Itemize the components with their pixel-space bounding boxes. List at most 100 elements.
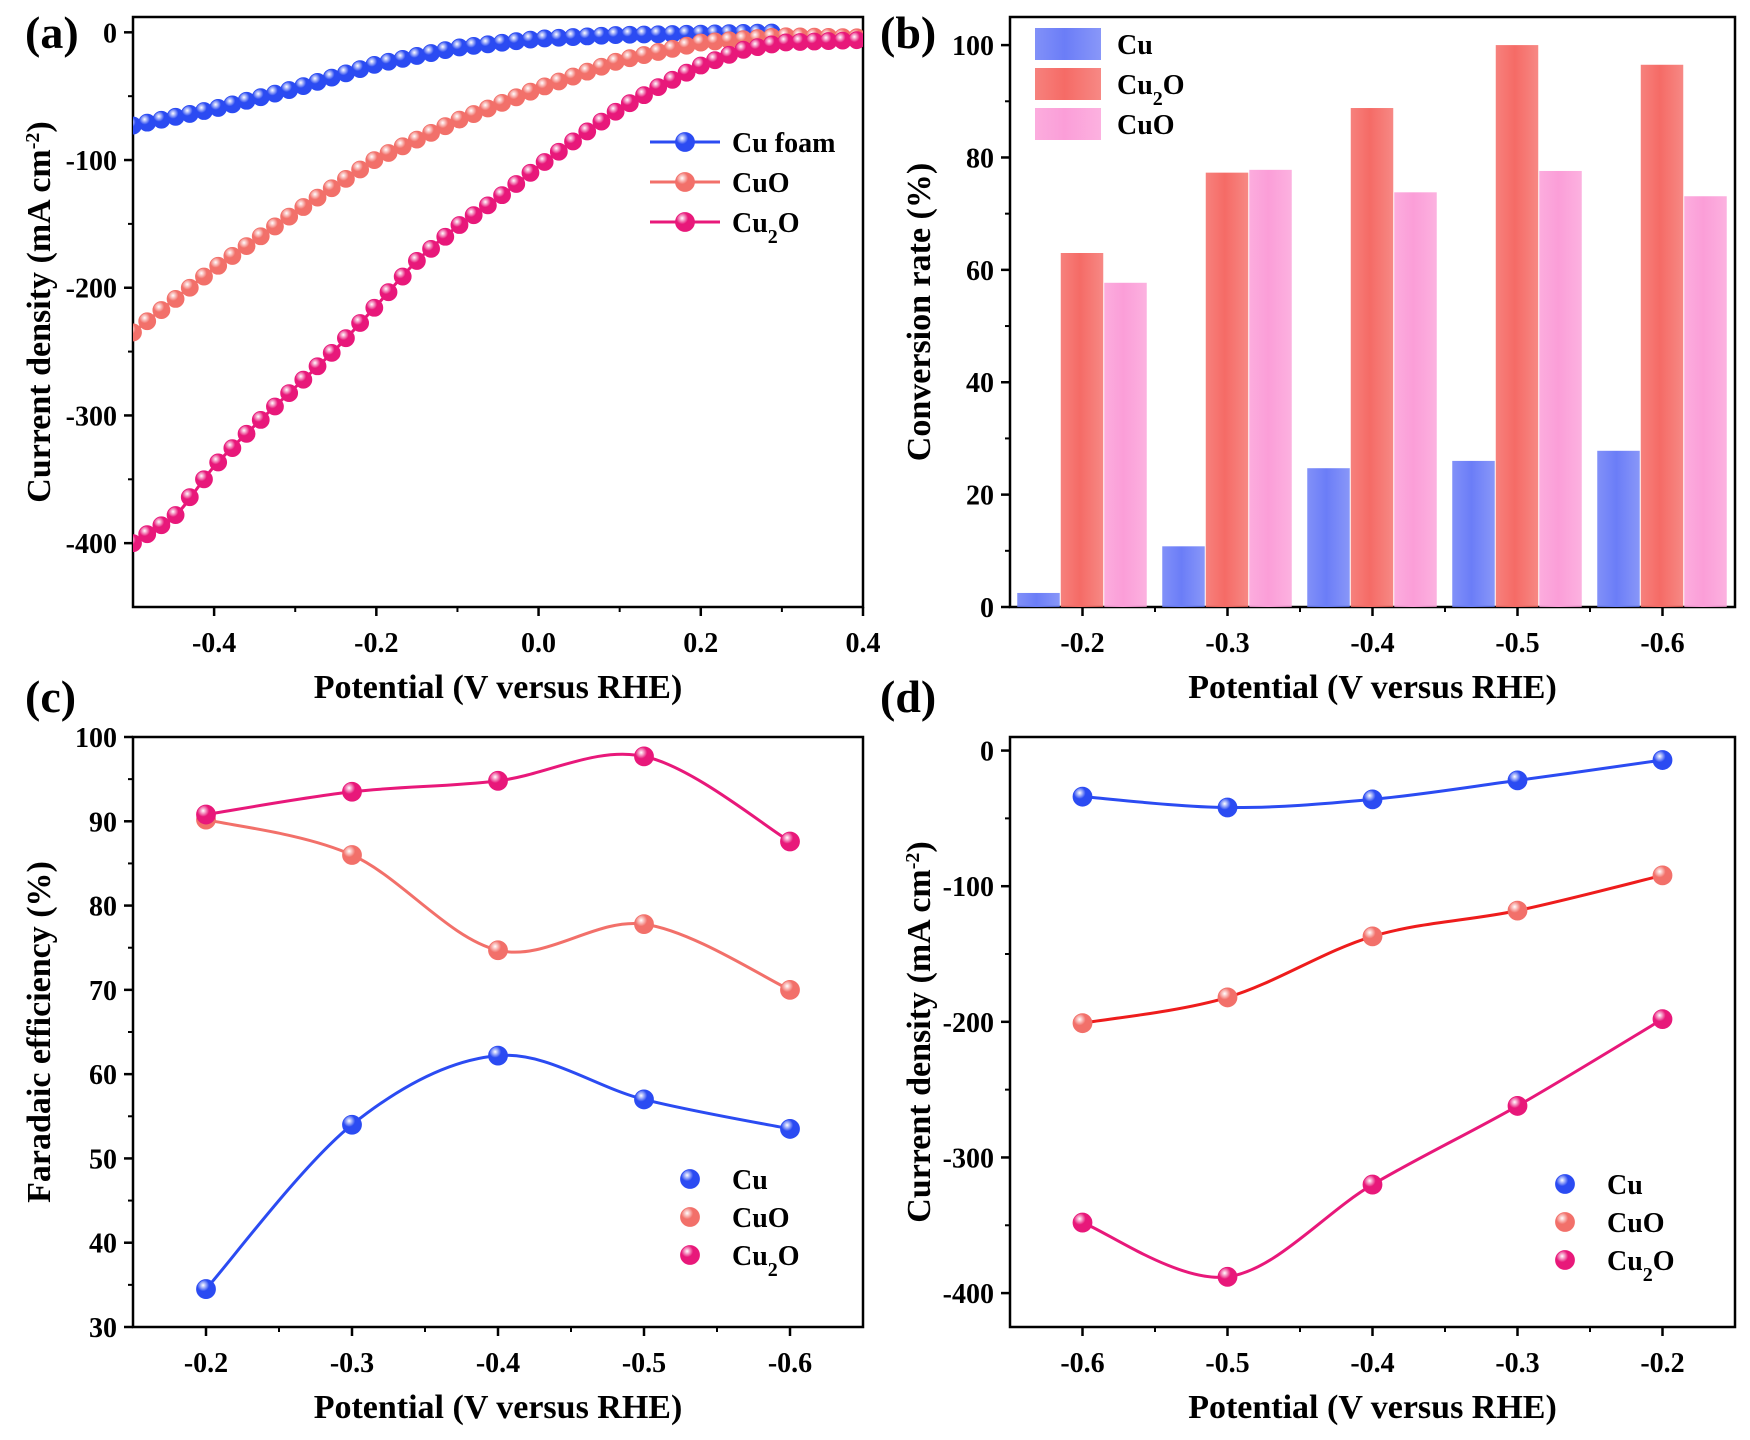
point-cuo-0-2 [1652, 865, 1673, 886]
y-tick-label: 20 [966, 481, 994, 512]
point-cu2o [280, 384, 299, 402]
fit-line-cuo [1082, 873, 1663, 1025]
point-cuo [180, 278, 199, 297]
point-cu-0-5 [634, 1089, 654, 1110]
point-cu-0-3 [1507, 770, 1528, 791]
legend-label-cuo: CuO [1607, 1208, 1665, 1239]
legend-label-cu2o-end: O [1653, 1246, 1675, 1277]
point-cu2o [450, 216, 469, 234]
point-cu2o [677, 63, 696, 82]
bar-cu-0-2 [1017, 592, 1060, 607]
bar-cu-0-6 [1597, 450, 1640, 607]
bar-cu2o-0-3 [1205, 172, 1249, 607]
legend-marker-cu2o [675, 212, 695, 232]
point-cu2o-0-5 [1217, 1266, 1238, 1287]
legend-label-cuo-main: CuO [1117, 110, 1175, 141]
panel-label: (b) [880, 7, 936, 58]
series-line-cu2o [133, 38, 863, 545]
legend-label-cuo: CuO [732, 1203, 790, 1234]
legend-marker-cu2o [1555, 1250, 1575, 1270]
x-tick-label: -0.5 [1495, 628, 1539, 659]
bar-cu2o-0-4 [1350, 108, 1394, 608]
x-axis-title: Potential (V versus RHE) [314, 669, 683, 706]
y-axis-title-end: ) [21, 121, 58, 132]
x-tick-label: -0.3 [330, 1348, 374, 1379]
y-tick-label: 40 [966, 368, 994, 399]
y-axis-title: Current density (mA cm-2) [901, 841, 938, 1223]
point-cu2o [578, 122, 597, 141]
point-cu2o [133, 534, 142, 553]
legend-label-cu2o-end: O [778, 208, 800, 239]
point-cuo-0-4 [488, 940, 508, 961]
y-axis-title-sup: -2 [902, 853, 924, 870]
legend-marker-cuo [675, 172, 695, 192]
legend-label-cu: Cu [732, 1165, 768, 1196]
y-tick-label: 60 [89, 1060, 117, 1091]
legend-swatch-cu2o [1035, 68, 1101, 100]
x-tick-label: -0.2 [1640, 1348, 1684, 1379]
point-cuo-0-4 [1362, 926, 1383, 947]
y-tick-label: 30 [89, 1313, 117, 1344]
point-cu2o [138, 525, 157, 544]
point-cu2o-0-4 [488, 770, 508, 791]
y-tick-label: -100 [943, 872, 994, 903]
point-cu2o [564, 132, 582, 151]
x-axis-title: Potential (V versus RHE) [314, 1389, 683, 1426]
y-axis-title-main: Conversion rate (%) [901, 163, 938, 461]
x-tick-label: -0.5 [1205, 1348, 1249, 1379]
legend-label-cu-main: Cu [1117, 30, 1153, 61]
legend-label-cu2o-sub: 2 [1153, 88, 1163, 110]
y-axis-title: Conversion rate (%) [901, 163, 938, 461]
point-cu2o [337, 329, 355, 348]
x-tick-label: -0.3 [1205, 628, 1249, 659]
fit-line-cuo [205, 818, 791, 992]
point-cuo-0-6 [780, 979, 800, 1000]
point-cuo-0-5 [1217, 987, 1238, 1008]
x-axis-title: Potential (V versus RHE) [1188, 1389, 1557, 1426]
point-cu2o [152, 516, 171, 535]
point-cuo [209, 256, 228, 275]
x-tick-label: -0.6 [1060, 1348, 1104, 1379]
y-tick-label: 40 [89, 1229, 117, 1260]
point-cu2o [549, 142, 568, 161]
y-tick-label: 0 [980, 593, 994, 624]
point-cu2o [251, 411, 270, 429]
y-tick-label: 70 [89, 976, 117, 1007]
y-axis-title-main: Current density (mA cm [21, 149, 58, 503]
y-axis-title: Faradaic efficiency (%) [21, 861, 58, 1203]
point-cu2o [209, 453, 228, 472]
point-cu2o-0-6 [1072, 1212, 1093, 1233]
point-cuo [166, 290, 185, 308]
bar-cu2o-0-2 [1060, 253, 1104, 607]
y-tick-label: 80 [89, 892, 117, 923]
legend-label-cu2o: Cu2O [1607, 1246, 1675, 1286]
point-cu2o [848, 31, 863, 50]
legend-label-cu-main: Cu [1607, 1170, 1643, 1201]
bar-cu-0-5 [1452, 460, 1495, 607]
legend-marker-cu-foam [675, 132, 695, 152]
point-cuo [223, 247, 242, 265]
point-cu2o [663, 70, 682, 89]
legend-marker-cu [1555, 1174, 1575, 1194]
point-cu2o [379, 283, 398, 302]
legend-label-cu2o: Cu2O [1117, 70, 1185, 110]
y-tick-label: -300 [66, 401, 117, 432]
legend-label-cu2o-sub: 2 [1643, 1264, 1653, 1286]
point-cuo-0-5 [634, 914, 654, 935]
fit-line-cu2o [1081, 1017, 1664, 1279]
point-cu2o [351, 314, 370, 332]
legend-label-cuo: CuO [1117, 110, 1175, 141]
legend-label-cu2o-main: Cu [732, 208, 768, 239]
bar-cuo-0-3 [1249, 169, 1292, 608]
legend-label-cuo-main: CuO [1607, 1208, 1665, 1239]
point-cu2o-0-4 [1362, 1174, 1383, 1195]
bar-cu-0-4 [1307, 468, 1350, 607]
point-cu2o [592, 112, 611, 131]
y-tick-label: -400 [66, 529, 117, 560]
point-cu2o [407, 252, 426, 270]
y-axis-title-sup: -2 [22, 133, 44, 150]
point-cu-0-6 [780, 1119, 800, 1139]
point-cuo [351, 160, 370, 179]
point-cuo [138, 312, 157, 331]
point-cu2o-0-2 [196, 804, 216, 825]
